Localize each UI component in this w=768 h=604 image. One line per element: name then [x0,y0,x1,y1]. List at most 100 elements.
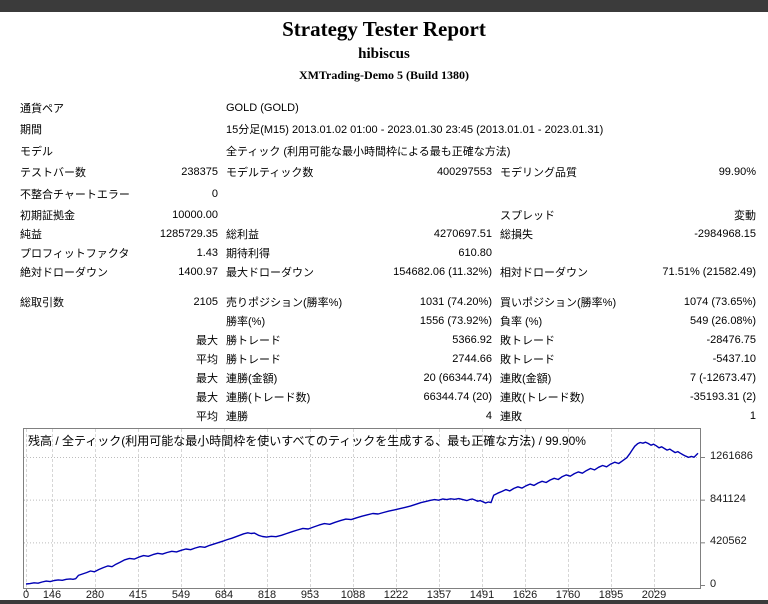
table-cell: 1400.97 [178,265,218,278]
x-axis-label: 1626 [512,589,538,601]
table-cell [492,140,640,162]
window-top-bar [0,0,768,12]
table-cell [168,119,218,141]
table-cell: -5437.10 [712,352,756,365]
table-cell: 連勝(トレード数) [226,391,311,404]
table-cell: 610.80 [458,246,492,259]
table-cell: 連敗(トレード数) [500,391,585,404]
table-cell: 66344.74 (20) [423,390,493,403]
x-axis-label: 1222 [383,589,409,601]
x-axis-label: 549 [171,589,191,601]
table-cell [640,140,756,162]
table-cell: 99.90% [718,166,756,179]
table-cell: 1556 (73.92%) [419,314,492,327]
table-cell: 400297553 [436,166,492,179]
x-axis-label: 2029 [641,589,667,601]
table-cell: 期待利得 [226,247,270,260]
table-cell: 純益 [20,228,42,241]
x-axis-label: 146 [42,589,62,601]
table-cell: 1285729.35 [159,227,218,240]
table-cell: 549 (26.08%) [689,314,756,327]
table-cell: 最大ドローダウン [226,266,314,279]
table-cell [492,119,640,141]
table-cell: 総損失 [500,228,533,241]
table-cell: 最大 [196,372,218,385]
table-cell [20,368,168,387]
table-cell: 7 (-12673.47) [689,371,756,384]
table-cell: 絶対ドローダウン [20,266,108,279]
table-cell: GOLD (GOLD) [226,101,299,114]
table-cell: 15分足(M15) 2013.01.02 01:00 - 2023.01.30 … [226,124,604,137]
x-axis-label: 280 [85,589,105,601]
table-cell [218,205,366,224]
table-cell [366,205,492,224]
table-cell: 4270697.51 [433,227,492,240]
table-cell: 売りポジション(勝率%) [226,296,343,309]
x-axis-label: 415 [128,589,148,601]
y-axis-label: 1261686 [710,450,753,462]
table-cell: 1.43 [196,246,218,259]
table-cell: 連勝(金額) [226,372,278,385]
table-cell [366,140,492,162]
table-cell: 71.51% (21582.49) [662,265,756,278]
table-cell: 買いポジション(勝率%) [500,296,617,309]
table-cell: 1031 (74.20%) [419,295,492,308]
table-cell [20,387,168,406]
report-header: Strategy Tester Report hibiscus XMTradin… [0,12,768,83]
table-cell: 総利益 [226,228,259,241]
y-axis-label: 841124 [710,492,746,505]
report-title: Strategy Tester Report [282,17,486,41]
table-cell: 勝トレード [226,334,281,347]
table-cell [20,406,168,425]
table-cell: 5366.92 [452,333,492,346]
y-axis-label: 0 [710,578,717,590]
table-cell: スプレッド [500,209,555,222]
x-axis-label: 1895 [598,589,624,601]
table-cell: 全ティック (利用可能な最小時間枠による最も正確な方法) [226,145,511,158]
table-cell: 平均 [196,353,218,366]
table-cell: 最大 [196,391,218,404]
table-cell: 総取引数 [20,296,64,309]
table-cell: 変動 [734,209,756,222]
x-axis-label: 818 [257,589,277,601]
x-axis-label: 1357 [426,589,452,601]
table-cell: 0 [211,187,218,200]
table-cell: 勝トレード [226,353,281,366]
table-cell: 1074 (73.65%) [683,295,756,308]
table-cell: 2744.66 [452,352,492,365]
table-cell: 連敗(金額) [500,372,552,385]
table-cell [640,243,756,262]
table-cell: 154682.06 (11.32%) [393,265,492,278]
table-cell [366,183,492,205]
table-cell: 20 (66344.74) [423,371,493,384]
table-cell: 平均 [196,410,218,423]
table-cell: 2105 [193,295,218,308]
table-cell: モデルティック数 [226,167,314,180]
table-cell: 1 [749,409,756,422]
table-cell: 238375 [181,166,218,179]
table-cell: -2984968.15 [694,227,756,240]
table-cell [218,183,366,205]
table-cell: 負率 (%) [500,315,543,328]
table-cell [640,119,756,141]
x-axis-label: 1088 [340,589,366,601]
table-cell: 通貨ペア [20,102,64,115]
x-axis-label: 953 [300,589,320,601]
server-info: XMTrading-Demo 5 (Build 1380) [298,68,470,82]
table-cell: -28476.75 [706,333,756,346]
table-cell: 勝率(%) [226,315,266,328]
table-cell: モデリング品質 [500,167,577,180]
x-axis-label: 0 [22,589,30,601]
table-cell: テストバー数 [20,167,86,180]
table-cell [640,97,756,119]
table-cell [366,97,492,119]
balance-chart [23,428,707,593]
table-cell: 不整合チャートエラー [20,188,130,201]
ea-name: hibiscus [358,46,410,62]
table-cell: 相対ドローダウン [500,266,588,279]
table-cell [492,243,640,262]
table-cell [20,311,168,330]
table-cell [492,97,640,119]
trades-statistics-table: 総取引数 2105 売りポジション(勝率%) 1031 (74.20%) 買いポジション… [20,292,756,425]
